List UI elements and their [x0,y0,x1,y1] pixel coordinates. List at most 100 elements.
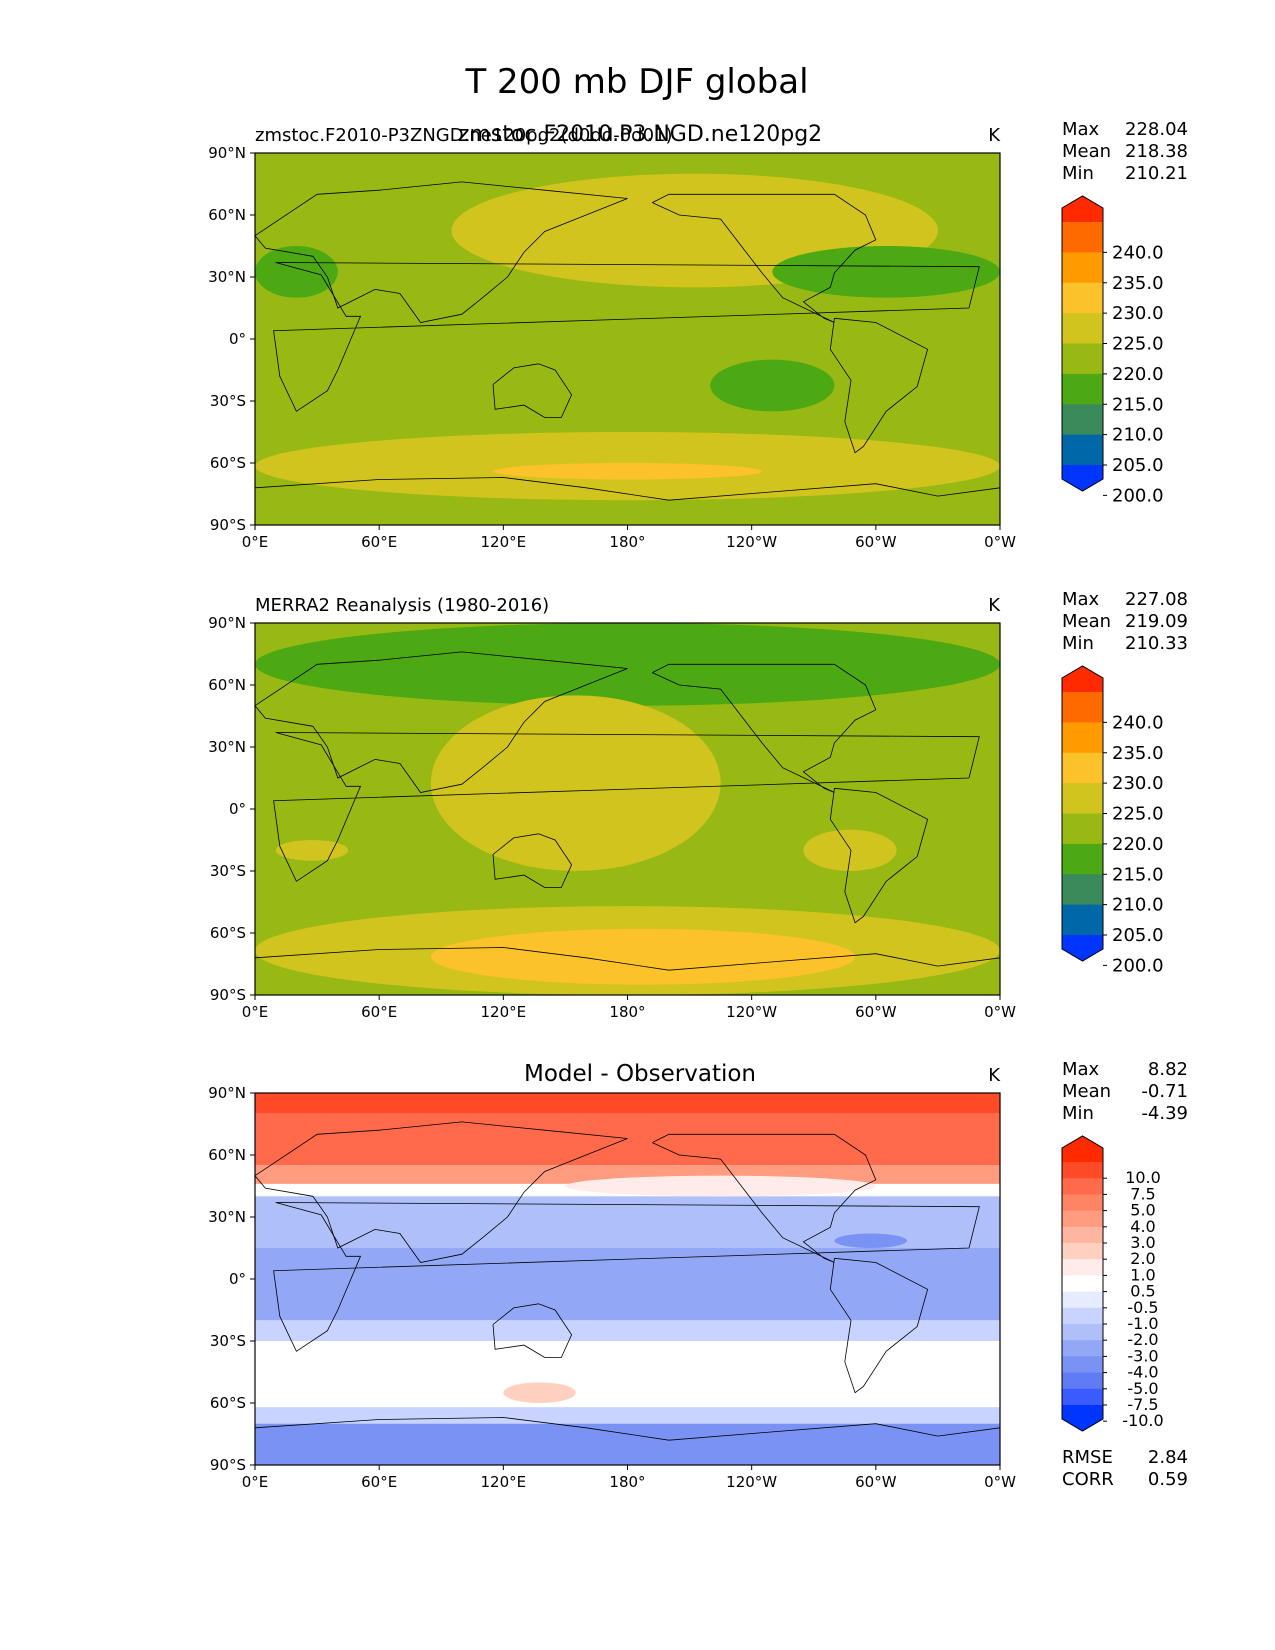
colorbar-tick-label: 215.0 [1112,864,1164,885]
stat-label: Mean [1062,1081,1111,1102]
colorbar: 240.0 235.0 230.0 225.0 220.0 215.0 210.0 205.0… [1061,665,1164,976]
colorbar-segment [1062,1372,1103,1390]
colorbar-tick-label: 230.0 [1112,773,1164,794]
y-tick-label: 60°N [208,1146,246,1164]
coastline [652,663,877,793]
colorbar-segment [1062,692,1103,723]
x-tick-label: 60°E [361,533,397,551]
x-tick-label: 60°W [855,1473,897,1491]
field-band [255,1320,1000,1341]
colorbar-segment [1062,252,1103,284]
y-tick-label: 60°N [208,206,246,224]
field-region [503,1382,576,1403]
colorbar-segment [1062,843,1103,875]
colorbar-tick-label: 0.5 [1130,1282,1155,1301]
x-tick-label: 120°W [726,1473,777,1491]
colorbar-tick-label: 10.0 [1125,1168,1161,1187]
panel-units: K [988,125,1001,146]
field-band [255,1407,1000,1424]
colorbar-segment [1062,874,1103,906]
colorbar: 240.0 235.0 230.0 225.0 220.0 215.0 210.0 205.0… [1061,195,1164,506]
coastline [829,317,929,454]
y-tick-label: 90°N [208,1084,246,1102]
coastline [273,1202,980,1352]
x-tick-label: 0°W [984,1473,1016,1491]
colorbar-tick-label: 240.0 [1112,242,1164,263]
panels: 0°E 60°E 120°E 180° 120°W 60°W 0°W 90°N 60°N 30°N… [208,119,1188,1491]
y-tick-label: 0° [229,800,246,818]
coastline [492,833,573,888]
stat-label: Max [1062,1059,1100,1080]
colorbar-segment [1062,1324,1103,1341]
colorbar-segment [1062,722,1103,754]
stat-value: -4.39 [1141,1103,1188,1124]
stat-value: 228.04 [1125,119,1188,140]
colorbar-tick-label: 235.0 [1112,743,1164,764]
colorbar-tick-label: 200.0 [1112,485,1164,506]
colorbar-tick-label: -7.5 [1127,1395,1158,1414]
stat-value: -0.71 [1141,1081,1188,1102]
colorbar-segment [1062,1243,1103,1260]
y-tick-label: 30°N [208,1208,246,1226]
colorbar-tick-label: 215.0 [1112,394,1164,415]
colorbar-tick-label: 235.0 [1112,273,1164,294]
y-tick-label: 90°S [210,516,246,534]
x-tick-label: 180° [609,1003,645,1021]
colorbar-segment [1062,373,1103,405]
field-band [255,1093,1000,1114]
colorbar-tick-label: -1.0 [1127,1314,1158,1333]
coastline [829,1257,929,1394]
colorbar-segment [1062,813,1103,845]
field-region [255,246,338,298]
stat-label: Max [1062,119,1100,140]
stat-label: Min [1062,1103,1094,1124]
colorbar-tick-label: -2.0 [1127,1330,1158,1349]
colorbar-tick-label: -0.5 [1127,1298,1158,1317]
colorbar-segment [1062,1388,1103,1406]
stat-label: Min [1062,163,1094,184]
panel-title-left: zmstoc.F2010-P3ZNGD.ne120pg2(d0dd-0d01) [255,125,673,146]
metric-label: CORR [1062,1469,1114,1490]
colorbar-segment [1062,222,1103,253]
y-tick-label: 90°N [208,144,246,162]
figure-suptitle: T 200 mb DJF global [464,62,808,102]
coastline [492,1303,573,1358]
stat-value: 8.82 [1148,1059,1188,1080]
colorbar-segment [1062,1356,1103,1374]
colorbar-segment [1062,783,1103,814]
panel-title-center: Model - Observation [524,1061,756,1087]
stat-value: 219.09 [1125,611,1188,632]
metric-label: RMSE [1062,1447,1113,1468]
coastline [829,787,929,924]
field-band [255,1423,1000,1465]
panel-test: 0°E 60°E 120°E 180° 120°W 60°W 0°W 90°N 60°N 30°N… [208,119,1188,551]
coastline [255,181,628,323]
x-tick-label: 60°E [361,1473,397,1491]
colorbar-tick-label: 1.0 [1130,1265,1155,1284]
colorbar-tick-label: 3.0 [1130,1233,1155,1252]
x-tick-label: 120°E [481,533,527,551]
x-tick-label: 0°W [984,533,1016,551]
y-tick-label: 30°S [210,392,246,410]
field-band [255,1341,1000,1408]
colorbar-segment [1062,1226,1103,1244]
stat-value: 210.33 [1125,633,1188,654]
y-tick-label: 90°S [210,1456,246,1474]
map-field [255,623,1000,995]
colorbar-segment [1062,1194,1103,1212]
x-tick-label: 60°E [361,1003,397,1021]
coastline [652,1133,877,1263]
coastline [255,1121,628,1263]
y-tick-label: 60°S [210,454,246,472]
panel-difference: 0°E 60°E 120°E 180° 120°W 60°W 0°W 90°N 60°N 30°N… [208,1059,1188,1491]
field-region [255,623,1000,706]
colorbar-segment [1062,343,1103,375]
x-tick-label: 120°W [726,533,777,551]
y-tick-label: 30°S [210,862,246,880]
colorbar-tick-label: 2.0 [1130,1249,1155,1268]
y-tick-label: 0° [229,1270,246,1288]
x-tick-label: 180° [609,1473,645,1491]
stat-label: Mean [1062,611,1111,632]
field-region [803,829,897,871]
